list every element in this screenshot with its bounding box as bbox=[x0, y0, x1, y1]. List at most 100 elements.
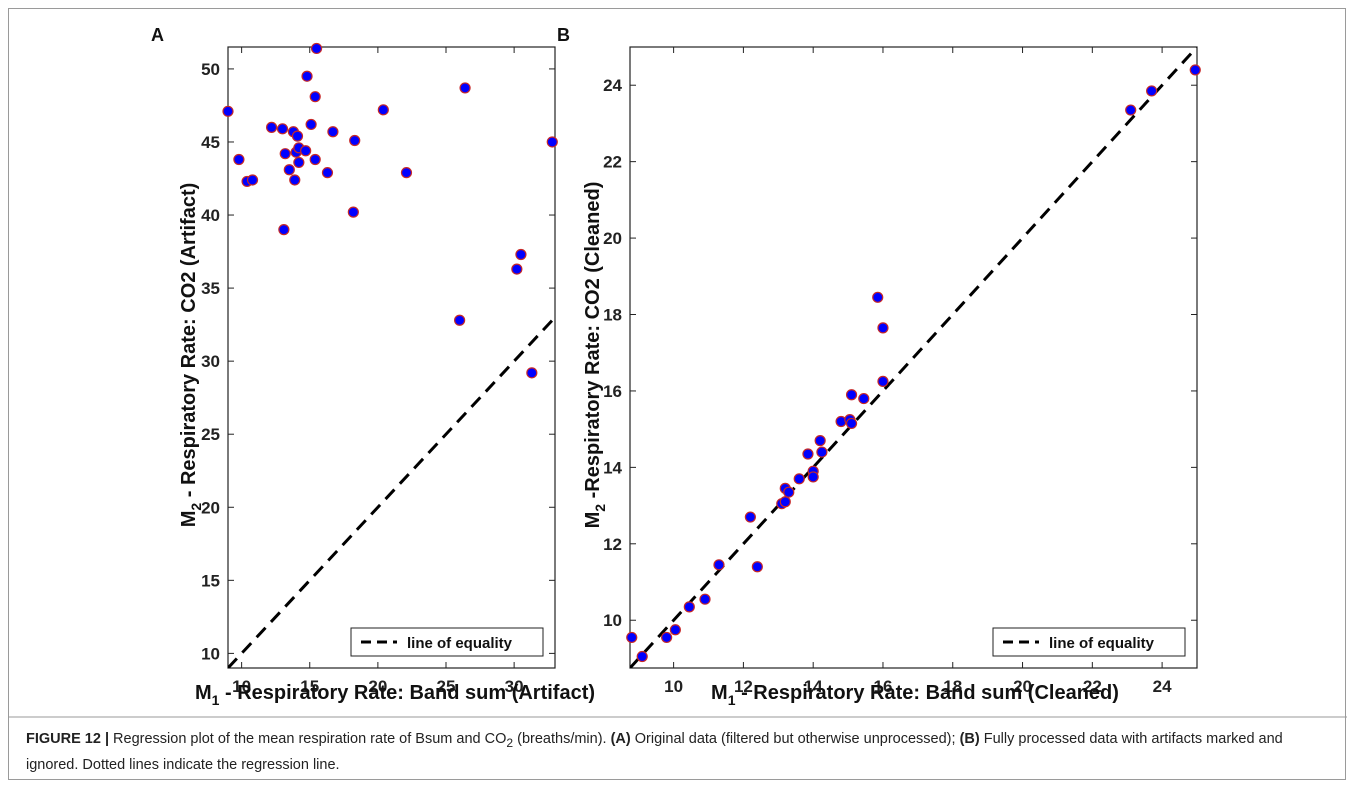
panel-a-ytick-label-4: 30 bbox=[201, 352, 220, 371]
panel-b-xtick-label-3: 16 bbox=[874, 677, 893, 696]
panel-a-point-25 bbox=[377, 104, 389, 116]
panel-b-axes-box bbox=[629, 46, 1198, 669]
panel-a-point-5 bbox=[276, 123, 289, 135]
panel-a-point-8 bbox=[283, 164, 295, 176]
panel-b-xtick-label-5: 20 bbox=[1013, 677, 1032, 696]
figure-frame: A 10 15 20 25 30 10 15 20 25 30 35 40 45 50 line of equ… bbox=[8, 8, 1347, 780]
panel-a-ytick-label-3: 25 bbox=[201, 425, 220, 444]
panel-a-point-10 bbox=[289, 174, 301, 186]
caption-panel-a: (A) bbox=[610, 731, 631, 747]
caption-text-4: Fully processed data with artifacts mark… bbox=[26, 731, 1283, 773]
panel-b-ytick-label-2: 14 bbox=[603, 458, 622, 477]
panel-a-equality-line bbox=[228, 316, 555, 668]
panel-b-point-22 bbox=[845, 389, 858, 401]
panel-b-point-11 bbox=[779, 496, 791, 508]
caption-text-3: Original data (filtered but otherwise un… bbox=[630, 731, 960, 747]
panel-a-point-18 bbox=[309, 153, 321, 166]
panel-a-axes-box bbox=[227, 46, 556, 669]
panel-b-point-25 bbox=[877, 322, 889, 334]
panel-b-point-4 bbox=[683, 601, 695, 613]
figure-caption: FIGURE 12 | Regression plot of the mean … bbox=[26, 728, 1336, 776]
panel-a-point-6 bbox=[278, 224, 290, 236]
panel-b-xtick-label-1: 12 bbox=[734, 677, 753, 696]
panel-b-label: B bbox=[557, 25, 570, 45]
panel-b-point-21 bbox=[845, 417, 858, 430]
panel-b-point-2 bbox=[661, 631, 673, 644]
panel-b-xtick-label-2: 14 bbox=[804, 677, 823, 696]
panel-b-point-16 bbox=[807, 471, 819, 483]
panel-b-xtick-label-0: 10 bbox=[664, 677, 683, 696]
panel-b-xtick-label-6: 22 bbox=[1083, 677, 1102, 696]
panel-b-point-7 bbox=[744, 511, 756, 523]
panel-a: A 10 15 20 25 30 10 15 20 25 30 35 40 45 50 line of equ… bbox=[151, 25, 595, 708]
figure-chart: A 10 15 20 25 30 10 15 20 25 30 35 40 45 50 line of equ… bbox=[9, 25, 1347, 718]
panel-b-ytick-label-1: 12 bbox=[603, 535, 622, 554]
panel-a-ytick-label-8: 50 bbox=[201, 60, 220, 79]
panel-a-point-28 bbox=[459, 82, 471, 94]
panel-b-point-28 bbox=[1146, 85, 1158, 97]
panel-b-point-18 bbox=[816, 446, 828, 458]
panel-b-point-5 bbox=[699, 593, 711, 605]
panel-a-xtick-label-2: 20 bbox=[368, 677, 387, 696]
panel-a-point-23 bbox=[347, 206, 359, 218]
panel-a-ytick-label-2: 20 bbox=[201, 498, 220, 517]
panel-b-point-24 bbox=[872, 291, 884, 303]
panel-a-ytick-label-1: 15 bbox=[201, 571, 220, 590]
panel-a-label: A bbox=[151, 25, 164, 45]
panel-a-y-axis-title: M2 - Respiratory Rate: CO2 (Artifact) bbox=[178, 183, 204, 528]
panel-a-xtick-label-3: 25 bbox=[437, 677, 456, 696]
panel-b-legend-label: line of equality bbox=[1049, 635, 1155, 652]
panel-a-point-7 bbox=[279, 148, 291, 160]
panel-b-point-1 bbox=[636, 650, 648, 663]
panel-b: B 10 12 14 16 18 20 22 24 10 12 14 16 18 20 22 24 line of… bbox=[557, 25, 1201, 708]
panel-a-point-32 bbox=[546, 136, 558, 148]
panel-a-point-0 bbox=[222, 105, 234, 117]
panel-a-point-30 bbox=[515, 248, 527, 261]
panel-a-point-3 bbox=[246, 174, 259, 186]
panel-b-ytick-label-7: 24 bbox=[603, 76, 622, 95]
panel-a-ytick-label-5: 35 bbox=[201, 279, 220, 298]
panel-a-point-29 bbox=[511, 263, 523, 275]
panel-b-point-6 bbox=[713, 559, 725, 571]
panel-b-point-12 bbox=[783, 486, 795, 498]
panel-b-ytick-label-0: 10 bbox=[603, 611, 622, 630]
caption-panel-b: (B) bbox=[959, 731, 980, 747]
panel-b-point-26 bbox=[877, 375, 889, 387]
panel-b-xtick-label-4: 18 bbox=[943, 677, 962, 696]
caption-subscript: 2 bbox=[506, 735, 514, 750]
panel-b-point-17 bbox=[814, 435, 826, 447]
panel-b-ytick-label-3: 16 bbox=[603, 382, 622, 401]
caption-figure-label: FIGURE 12 | bbox=[26, 731, 110, 747]
panel-b-y-axis-title: M2 -Respiratory Rate: CO2 (Cleaned) bbox=[582, 182, 608, 529]
panel-b-ytick-label-6: 22 bbox=[603, 153, 622, 172]
panel-a-point-12 bbox=[291, 130, 304, 142]
panel-a-point-24 bbox=[349, 134, 361, 147]
panel-a-point-21 bbox=[321, 167, 334, 179]
panel-b-point-0 bbox=[626, 631, 638, 644]
panel-b-xtick-label-7: 24 bbox=[1153, 677, 1172, 696]
panel-a-xtick-label-4: 30 bbox=[505, 677, 524, 696]
panel-a-point-14 bbox=[293, 156, 305, 169]
panel-a-ytick-label-6: 40 bbox=[201, 206, 220, 225]
panel-b-point-27 bbox=[1125, 104, 1137, 116]
panel-a-ytick-label-7: 45 bbox=[201, 133, 220, 152]
panel-a-point-19 bbox=[309, 91, 321, 103]
panel-b-equality-line bbox=[630, 47, 1197, 668]
panel-a-xtick-label-0: 10 bbox=[232, 677, 251, 696]
panel-b-point-29 bbox=[1189, 64, 1201, 76]
panel-b-x-axis-title: M1 - Respiratory Rate: Band sum (Cleaned… bbox=[711, 682, 1119, 708]
panel-a-x-axis-title: M1 - Respiratory Rate: Band sum (Artifac… bbox=[195, 682, 595, 708]
panel-b-point-14 bbox=[802, 448, 814, 460]
panel-a-point-17 bbox=[305, 118, 317, 131]
panel-a-point-4 bbox=[266, 121, 278, 133]
panel-a-ytick-label-0: 10 bbox=[201, 644, 220, 663]
panel-b-ytick-label-4: 18 bbox=[603, 306, 622, 325]
panel-b-ytick-label-5: 20 bbox=[603, 229, 622, 248]
caption-text-2: (breaths/min). bbox=[513, 731, 611, 747]
panel-a-legend-label: line of equality bbox=[407, 635, 513, 652]
panel-b-point-8 bbox=[751, 561, 763, 573]
panel-b-point-3 bbox=[669, 624, 681, 636]
panel-a-point-26 bbox=[400, 167, 413, 179]
panel-a-point-22 bbox=[327, 126, 339, 138]
panel-a-point-31 bbox=[526, 367, 538, 379]
